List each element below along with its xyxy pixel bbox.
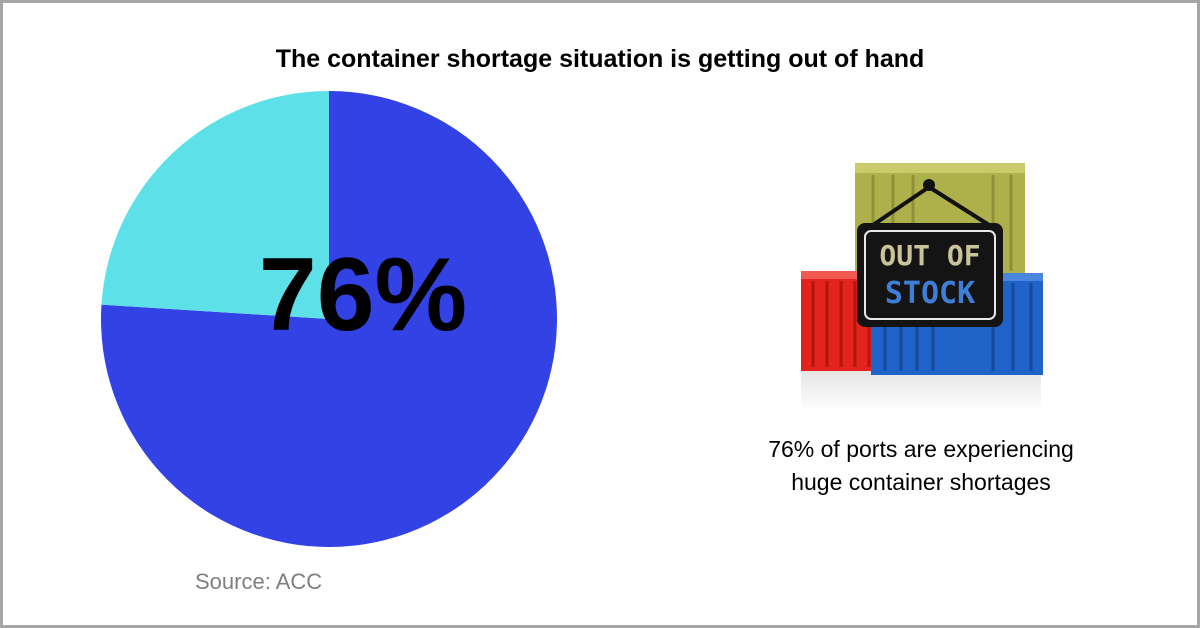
caption-line-1: 76% of ports are experiencing: [768, 436, 1074, 462]
source-note: Source: ACC: [195, 569, 323, 594]
sign-line-1: OUT OF: [879, 239, 980, 272]
caption-line-2: huge container shortages: [791, 469, 1051, 495]
out-of-stock-sign-icon: OUT OF STOCK: [857, 179, 1003, 327]
pie-center-label: 76%: [258, 237, 468, 353]
pie-slice-2: [101, 91, 329, 319]
shipping-containers-icon: OUT OF STOCK: [801, 163, 1043, 411]
sign-line-2: STOCK: [885, 276, 975, 311]
chart-title: The container shortage situation is gett…: [275, 45, 925, 73]
pie-chart: [100, 91, 557, 547]
caption: 76% of ports are experiencing huge conta…: [721, 433, 1121, 499]
